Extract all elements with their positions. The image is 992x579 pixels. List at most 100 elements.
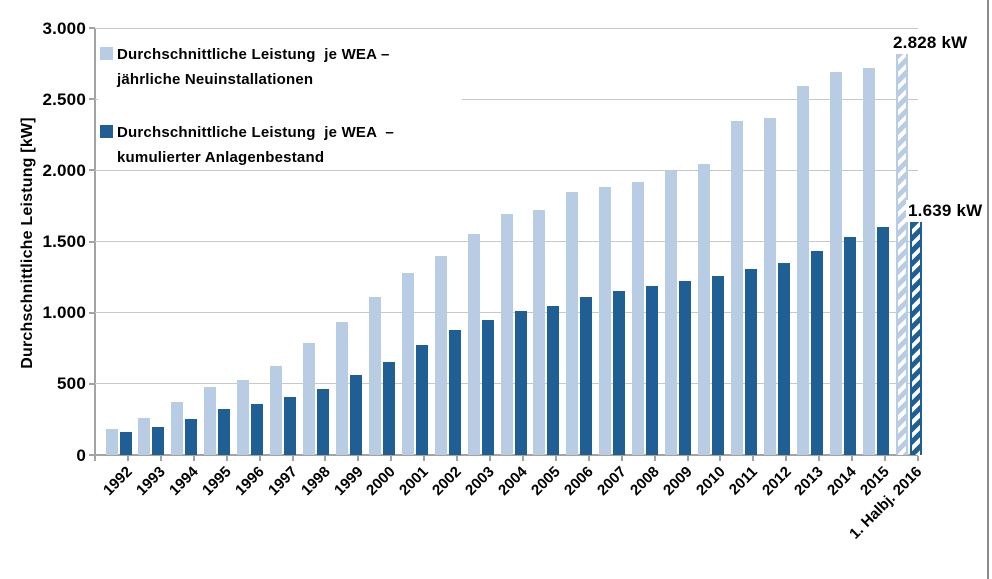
bar-cumulative-1992 (119, 432, 132, 455)
x-category-label-2012: 2012 (758, 463, 795, 499)
bar-new-2006 (566, 192, 579, 455)
bar-cumulative-2012 (777, 262, 790, 455)
bar-new-2005 (533, 210, 546, 455)
bar-cumulative-2010 (712, 275, 725, 455)
plot-area (95, 27, 922, 455)
x-tick-20 (752, 456, 755, 461)
bar-new-2009 (665, 171, 678, 455)
bar-new-1995 (204, 387, 217, 455)
bar-new-2000 (368, 297, 381, 455)
y-tick-label-1500: 1.500 (42, 232, 86, 251)
gridline-2500 (95, 98, 918, 100)
x-tick-25 (917, 456, 919, 461)
x-tick-13 (521, 456, 524, 461)
x-tick-2 (159, 456, 162, 461)
legend-item-new-installations: Durchschnittliche Leistung je WEA – jährl… (98, 42, 462, 100)
y-tick-3000 (89, 27, 95, 29)
bar-new-2012 (763, 117, 776, 455)
x-category-label-2004: 2004 (495, 463, 531, 499)
bar-cumulative-1999 (349, 374, 362, 455)
bar-new-2014 (829, 72, 842, 455)
gridline-3000 (95, 27, 918, 29)
y-tick-label-500: 500 (57, 374, 86, 394)
legend-item-cumulative: Durchschnittliche Leistung je WEA – kumul… (98, 120, 462, 169)
y-tick-0 (89, 454, 95, 456)
gridline-2000 (95, 169, 918, 171)
x-category-label-2003: 2003 (462, 463, 498, 499)
x-tick-6 (291, 456, 294, 461)
screenshot-right-edge (987, 0, 989, 579)
x-tick-15 (587, 456, 590, 461)
x-category-label-2013: 2013 (791, 463, 828, 499)
bar-cumulative-2003 (481, 319, 494, 455)
bar-cumulative-1996 (251, 404, 264, 455)
y-tick-2000 (89, 169, 95, 172)
x-category-label-1995: 1995 (198, 463, 235, 499)
bar-cumulative-2005 (547, 305, 560, 455)
bar-new-1997 (270, 366, 283, 455)
bar-new-2015 (862, 67, 875, 455)
bar-new-1998 (303, 343, 316, 455)
bar-cumulative-2015 (876, 227, 889, 455)
x-tick-18 (686, 456, 689, 461)
bar-new-2010 (698, 163, 711, 455)
bar-cumulative-2014 (843, 237, 856, 455)
x-tick-3 (192, 456, 195, 461)
x-axis-line (89, 454, 918, 456)
x-tick-23 (851, 456, 854, 461)
bar-cumulative-1997 (284, 397, 297, 455)
bar-new-1992 (105, 429, 118, 455)
x-tick-12 (489, 456, 492, 461)
bar-cumulative-2004 (514, 311, 527, 455)
y-tick-2500 (89, 98, 95, 101)
x-tick-0 (94, 456, 96, 461)
legend-label-line1: Durchschnittliche Leistung je WEA – (117, 46, 390, 63)
annotation-cumulative-2016: 1.639 kW (906, 200, 985, 222)
bar-new-2004 (500, 213, 513, 455)
x-tick-8 (357, 456, 360, 461)
bar-cumulative-2006 (580, 297, 593, 455)
bar-new-2013 (796, 85, 809, 455)
x-category-label-1996: 1996 (231, 463, 268, 499)
x-tick-11 (456, 456, 459, 461)
y-tick-500 (89, 382, 95, 385)
x-tick-24 (884, 456, 887, 461)
x-category-label-2008: 2008 (626, 463, 663, 499)
x-category-label-2007: 2007 (593, 463, 630, 499)
y-tick-1000 (89, 311, 95, 314)
annotation-new-2016: 2.828 kW (891, 32, 970, 54)
bar-cumulative-2002 (448, 330, 461, 455)
x-category-label-2000: 2000 (363, 463, 400, 499)
x-tick-19 (719, 456, 722, 461)
bar-new-12016-hatched (895, 52, 908, 455)
x-tick-4 (225, 456, 228, 461)
y-tick-label-0: 0 (76, 445, 86, 465)
x-category-label-1999: 1999 (330, 463, 367, 499)
bar-cumulative-2007 (613, 291, 626, 455)
bar-cumulative-2011 (744, 269, 757, 455)
legend-swatch-cumulative (100, 125, 113, 138)
bar-cumulative-1993 (152, 426, 165, 455)
bar-cumulative-1995 (218, 409, 231, 455)
x-category-label-2014: 2014 (824, 463, 861, 499)
bar-cumulative-2000 (382, 362, 395, 455)
y-tick-label-3000: 3.000 (42, 18, 86, 38)
x-tick-5 (258, 456, 261, 461)
x-tick-17 (653, 456, 656, 461)
x-category-label-1998: 1998 (297, 463, 334, 499)
bar-new-2008 (632, 182, 645, 455)
bar-new-2001 (401, 272, 414, 455)
bar-new-2002 (434, 255, 447, 455)
x-category-label-2002: 2002 (429, 463, 465, 499)
legend-swatch-new-installations (100, 47, 113, 60)
bar-cumulative-1998 (317, 388, 330, 455)
x-category-label-1997: 1997 (264, 463, 301, 499)
bar-cumulative-12016-hatched (909, 221, 922, 455)
legend-label-line1: Durchschnittliche Leistung je WEA – (117, 124, 394, 141)
y-tick-label-2000: 2.000 (42, 160, 86, 180)
bar-new-2007 (599, 187, 612, 455)
x-category-label-2009: 2009 (659, 463, 696, 499)
x-tick-14 (554, 456, 557, 461)
bar-cumulative-1994 (185, 419, 198, 455)
